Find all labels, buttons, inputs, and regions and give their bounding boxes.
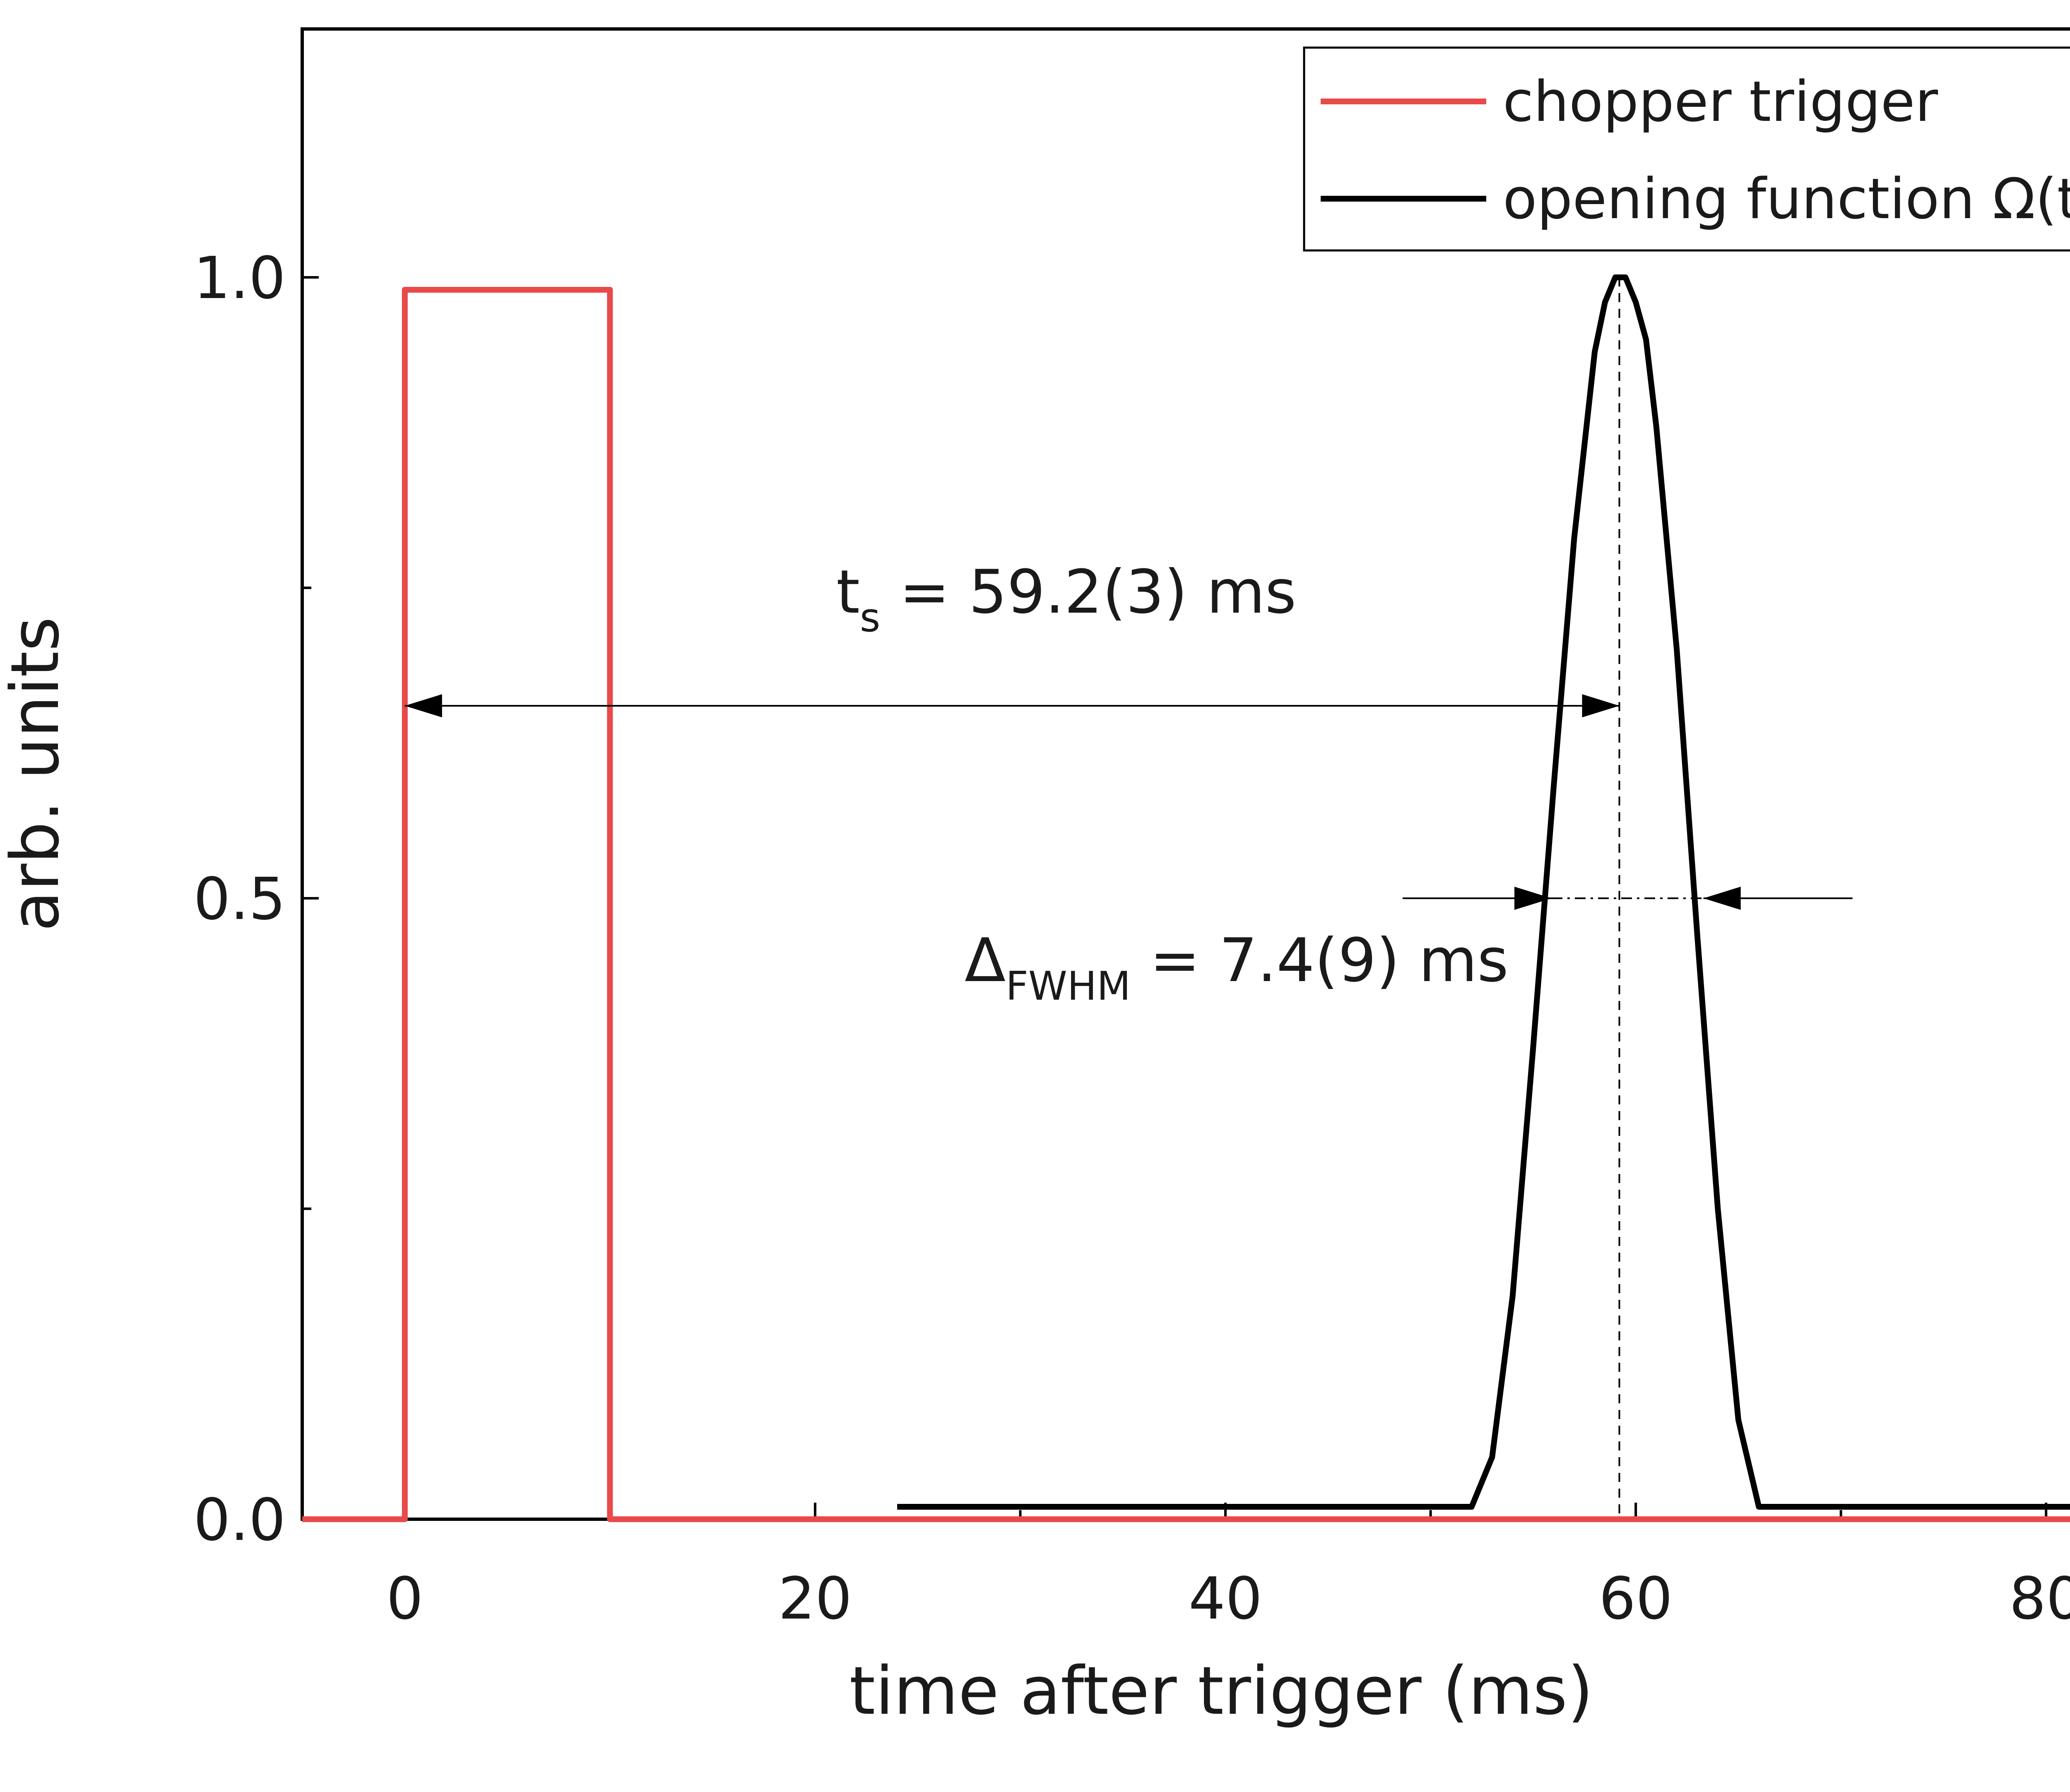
legend-label-chopper-trigger: chopper trigger bbox=[1503, 69, 1938, 134]
x-tick-label: 40 bbox=[1189, 1565, 1262, 1633]
series-layer bbox=[302, 274, 2070, 1522]
fwhm-annotation-main: Δ bbox=[965, 926, 1006, 996]
fwhm-annotation-label: ΔFWHM = 7.4(9) ms bbox=[965, 926, 1509, 1009]
y-tick-label: 0.0 bbox=[193, 1487, 286, 1554]
plot-frame bbox=[301, 27, 2070, 1521]
series-line-chopper-trigger bbox=[302, 287, 2070, 1522]
x-axis-title: time after trigger (ms) bbox=[850, 1652, 1593, 1729]
x-tick-label: 60 bbox=[1599, 1565, 1673, 1633]
fwhm-annotation-sub: FWHM bbox=[1006, 964, 1131, 1009]
fwhm-arrow-head-right bbox=[1703, 887, 1741, 910]
x-tick-label: 80 bbox=[2009, 1565, 2070, 1633]
y-tick-label: 1.0 bbox=[193, 245, 286, 312]
y-tick-label: 0.5 bbox=[193, 866, 286, 933]
legend-label-opening-function: opening function Ω(t) bbox=[1503, 166, 2070, 231]
annotation-layer bbox=[404, 277, 1853, 1519]
fwhm-arrow-head-left bbox=[1514, 887, 1552, 910]
legend: chopper trigger opening function Ω(t) bbox=[1303, 46, 2070, 252]
x-tick-label: 0 bbox=[386, 1565, 423, 1633]
x-axis-ticks: 0 20 40 60 80 bbox=[386, 1503, 2070, 1633]
ts-annotation-value: = 59.2(3) ms bbox=[880, 557, 1296, 627]
fwhm-annotation-value: = 7.4(9) ms bbox=[1131, 926, 1509, 996]
y-axis-title: arb. units bbox=[0, 617, 74, 931]
ts-arrow-head-left bbox=[404, 694, 442, 717]
series-line-opening-function bbox=[897, 274, 2070, 1510]
x-tick-label: 20 bbox=[778, 1565, 852, 1633]
ts-annotation-sub: s bbox=[860, 595, 881, 641]
ts-annotation-main: t bbox=[836, 557, 860, 627]
y-axis-ticks: 0.0 0.5 1.0 bbox=[193, 245, 319, 1554]
ts-arrow-head-right bbox=[1582, 694, 1620, 717]
ts-annotation-label: ts = 59.2(3) ms bbox=[836, 557, 1296, 641]
legend-box bbox=[1303, 46, 2070, 252]
